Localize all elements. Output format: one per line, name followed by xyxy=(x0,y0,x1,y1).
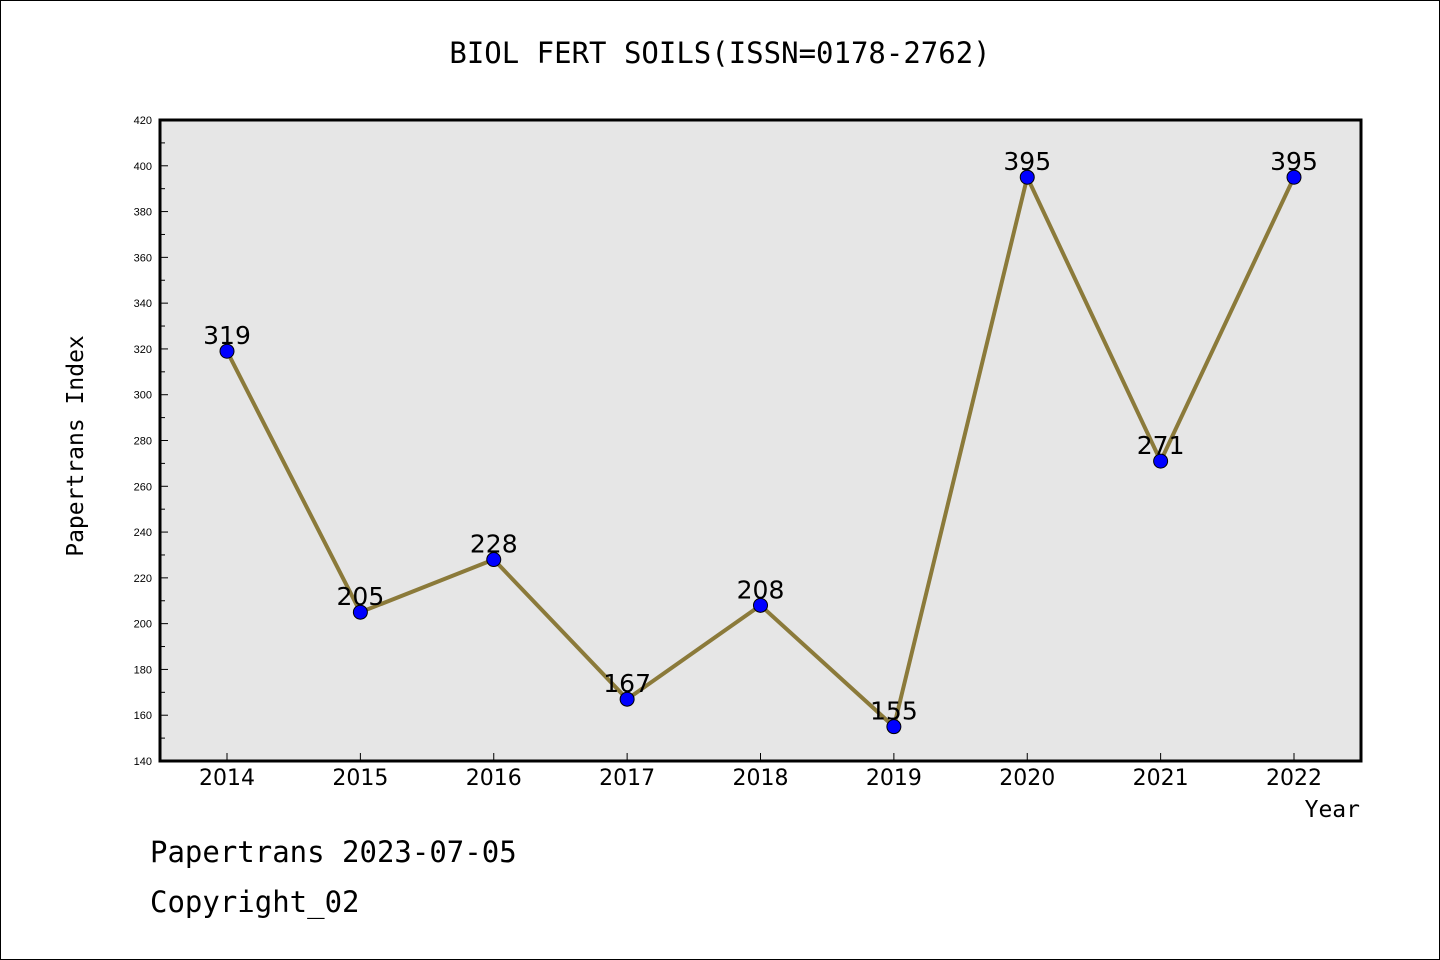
data-label-group: 319 205 228 167 208 155 395 271 395 xyxy=(203,147,1318,725)
data-point xyxy=(352,604,368,620)
data-label: 208 xyxy=(737,575,785,604)
data-point xyxy=(1286,169,1302,185)
footer-date: Papertrans 2023-07-05 xyxy=(150,835,517,869)
x-tick-label: 2021 xyxy=(1133,766,1189,791)
y-tick-label: 160 xyxy=(134,710,152,722)
series-group xyxy=(219,169,1302,735)
y-tick-label: 280 xyxy=(134,436,152,448)
plot-area xyxy=(158,118,1363,763)
x-tick-label: 2018 xyxy=(733,766,789,791)
data-point xyxy=(1019,169,1035,185)
chart-title: BIOL FERT SOILS(ISSN=0178-2762) xyxy=(449,36,991,70)
data-label: 155 xyxy=(870,697,918,726)
y-tick-label: 380 xyxy=(134,207,152,219)
data-point xyxy=(219,343,235,359)
y-tick-label: 180 xyxy=(134,664,152,676)
data-point xyxy=(619,691,635,707)
y-tick-label: 220 xyxy=(134,573,152,585)
data-point xyxy=(1153,453,1169,469)
data-label: 395 xyxy=(1003,147,1051,176)
data-label: 167 xyxy=(603,669,651,698)
y-tick-label: 240 xyxy=(134,527,152,539)
y-tick-label: 320 xyxy=(134,344,152,356)
x-axis-label: Year xyxy=(1304,797,1360,823)
y-tick-label: 420 xyxy=(134,115,152,127)
y-tick-label: 260 xyxy=(134,481,152,493)
data-label: 228 xyxy=(470,530,518,559)
x-tick-label: 2016 xyxy=(466,766,522,791)
x-tick-label: 2019 xyxy=(866,766,922,791)
x-tick-label: 2022 xyxy=(1266,766,1322,791)
y-axis: 140 160 180 200 220 240 260 280 300 320 340 360 380 4… xyxy=(134,115,168,768)
y-tick-label: 340 xyxy=(134,298,152,310)
y-tick-label: 360 xyxy=(134,252,152,264)
y-tick-label: 140 xyxy=(134,756,152,768)
x-tick-label: 2020 xyxy=(999,766,1055,791)
data-point xyxy=(753,597,768,613)
data-point xyxy=(886,719,902,735)
y-tick-label: 400 xyxy=(134,161,152,173)
footer-copyright: Copyright_02 xyxy=(150,885,360,919)
data-label: 271 xyxy=(1137,431,1185,460)
x-tick-label: 2015 xyxy=(332,766,388,791)
data-label: 205 xyxy=(337,582,385,611)
x-tick-label: 2014 xyxy=(199,766,255,791)
data-label: 395 xyxy=(1270,147,1318,176)
x-tick-label: 2017 xyxy=(599,766,655,791)
y-tick-label: 200 xyxy=(134,619,152,631)
data-point xyxy=(486,552,502,568)
data-label: 319 xyxy=(203,321,251,350)
y-tick-label: 300 xyxy=(134,390,152,402)
x-axis: 2014 2015 2016 2017 2018 2019 2020 2021 2022 xyxy=(199,753,1322,791)
